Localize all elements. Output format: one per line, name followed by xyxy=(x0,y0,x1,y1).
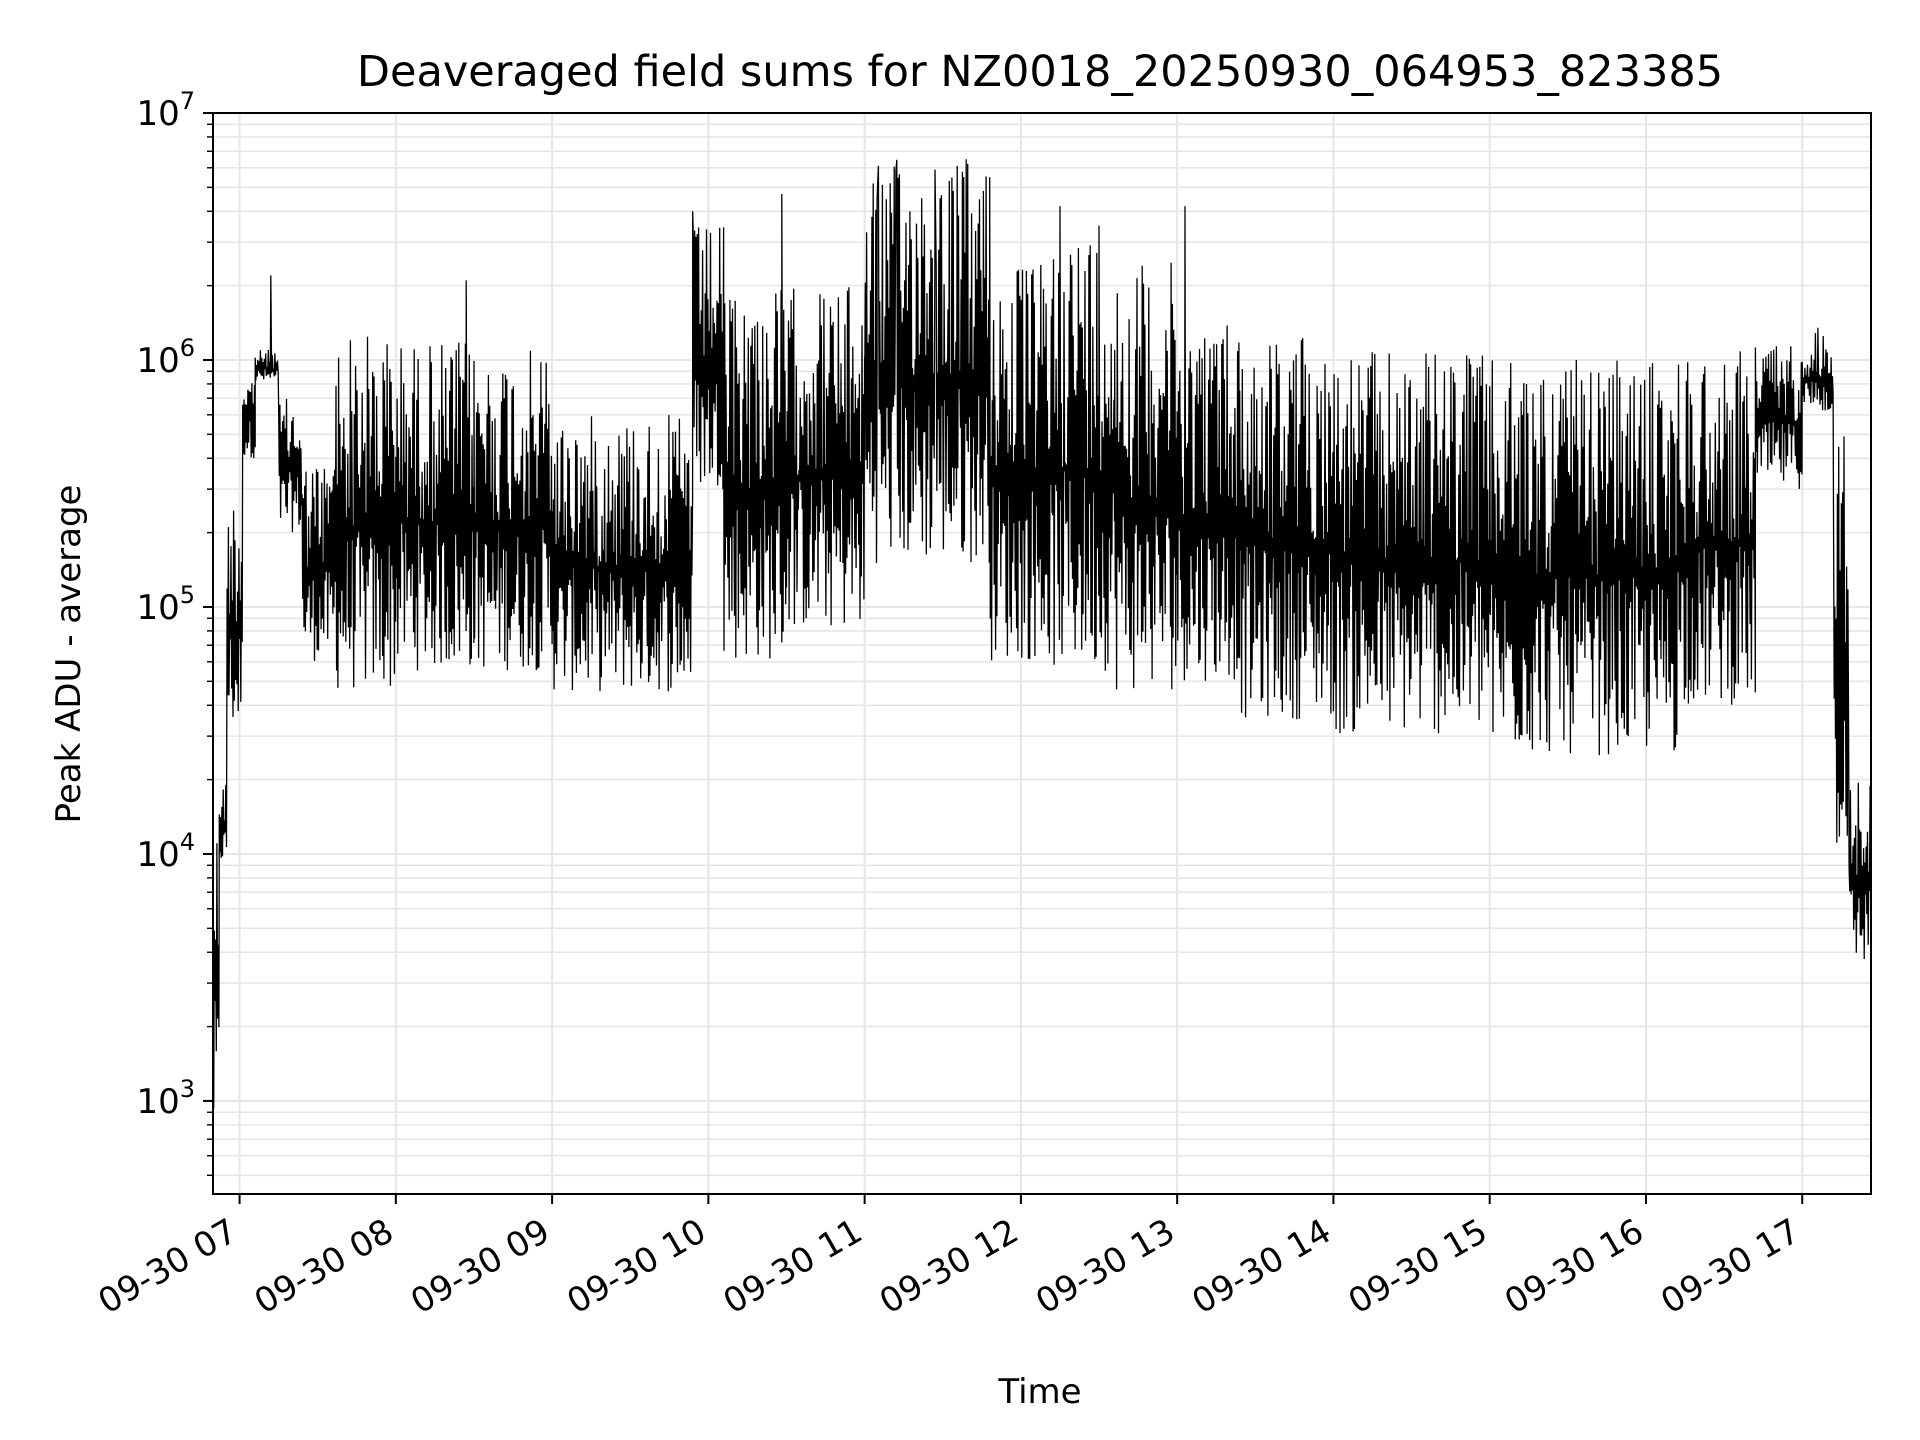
plot-frame xyxy=(212,112,1872,1195)
y-tick-label: 105 xyxy=(136,581,195,628)
y-tick-label: 104 xyxy=(136,828,195,875)
y-axis-label: Peak ADU - average xyxy=(49,485,89,824)
y-tick-label: 103 xyxy=(136,1075,195,1122)
series-line-peak-adu xyxy=(213,159,1871,1109)
chart-title: Deaveraged field sums for NZ0018_2025093… xyxy=(357,47,1723,97)
x-axis-label: Time xyxy=(997,1372,1081,1412)
y-tick-label: 107 xyxy=(136,87,195,134)
y-tick-label: 106 xyxy=(136,334,195,381)
series-group xyxy=(213,159,1871,1109)
y-axis: 103 104 105 106 107 xyxy=(136,87,213,1176)
